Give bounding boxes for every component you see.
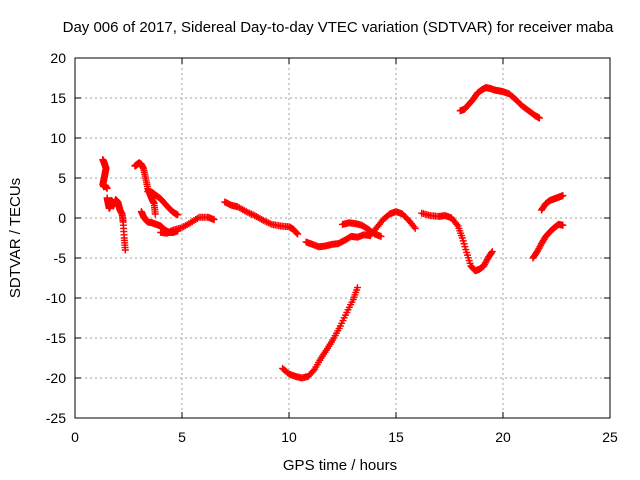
x-tick-label: 25 bbox=[602, 429, 618, 445]
x-axis-label: GPS time / hours bbox=[283, 457, 397, 474]
grid bbox=[75, 58, 610, 418]
chart-title: Day 006 of 2017, Sidereal Day-to-day VTE… bbox=[63, 19, 614, 36]
data-point bbox=[121, 246, 129, 254]
data-point bbox=[377, 232, 385, 240]
series-arc-8 bbox=[279, 284, 361, 382]
series-arc-1 bbox=[99, 156, 111, 192]
series-arc-6 bbox=[157, 213, 218, 237]
data-point-interp bbox=[453, 220, 461, 228]
data-point bbox=[210, 216, 218, 224]
y-tick-label: 5 bbox=[58, 170, 66, 186]
series-arc-5 bbox=[144, 188, 182, 219]
series-arc-9 bbox=[302, 208, 419, 251]
data-point bbox=[174, 211, 182, 219]
data-points bbox=[99, 84, 567, 382]
data-point-interp bbox=[293, 229, 301, 237]
y-tick-label: 20 bbox=[50, 50, 66, 66]
data-point bbox=[559, 221, 567, 229]
data-point-interp bbox=[410, 223, 418, 231]
series-arc-12 bbox=[456, 84, 543, 122]
series-arc-3 bbox=[131, 159, 159, 218]
series-arc-2 bbox=[103, 194, 129, 254]
x-tick-label: 5 bbox=[178, 429, 186, 445]
data-point bbox=[103, 184, 111, 192]
series-arc-11 bbox=[418, 209, 496, 275]
x-tick-label: 20 bbox=[495, 429, 511, 445]
axis-ticks: 0 5 10 15 20 25 -25 -20 -15 -10 -5 0 5 10 15 20 bbox=[46, 50, 618, 445]
x-tick-label: 10 bbox=[281, 429, 297, 445]
series-arc-14 bbox=[538, 192, 567, 214]
y-axis-label: SDTVAR / TECUs bbox=[7, 178, 24, 298]
data-point-interp bbox=[309, 367, 317, 375]
y-tick-label: 15 bbox=[50, 90, 66, 106]
y-tick-label: 10 bbox=[50, 130, 66, 146]
data-point bbox=[559, 192, 567, 200]
y-tick-label: 0 bbox=[58, 210, 66, 226]
y-tick-label: -15 bbox=[46, 330, 66, 346]
data-point bbox=[535, 114, 543, 122]
series-arc-7 bbox=[221, 198, 302, 238]
y-tick-label: -25 bbox=[46, 410, 66, 426]
plot-border bbox=[74, 57, 611, 419]
x-tick-label: 15 bbox=[388, 429, 404, 445]
x-tick-label: 0 bbox=[71, 429, 79, 445]
y-tick-label: -20 bbox=[46, 370, 66, 386]
data-point bbox=[294, 230, 302, 238]
series-arc-13 bbox=[529, 220, 567, 262]
series-arc-10 bbox=[339, 219, 385, 240]
data-point bbox=[353, 284, 361, 292]
y-tick-label: -10 bbox=[46, 290, 66, 306]
data-point bbox=[151, 210, 159, 218]
data-point bbox=[411, 224, 419, 232]
y-tick-label: -5 bbox=[54, 250, 67, 266]
data-point-interp bbox=[487, 249, 495, 257]
data-point bbox=[488, 248, 496, 256]
